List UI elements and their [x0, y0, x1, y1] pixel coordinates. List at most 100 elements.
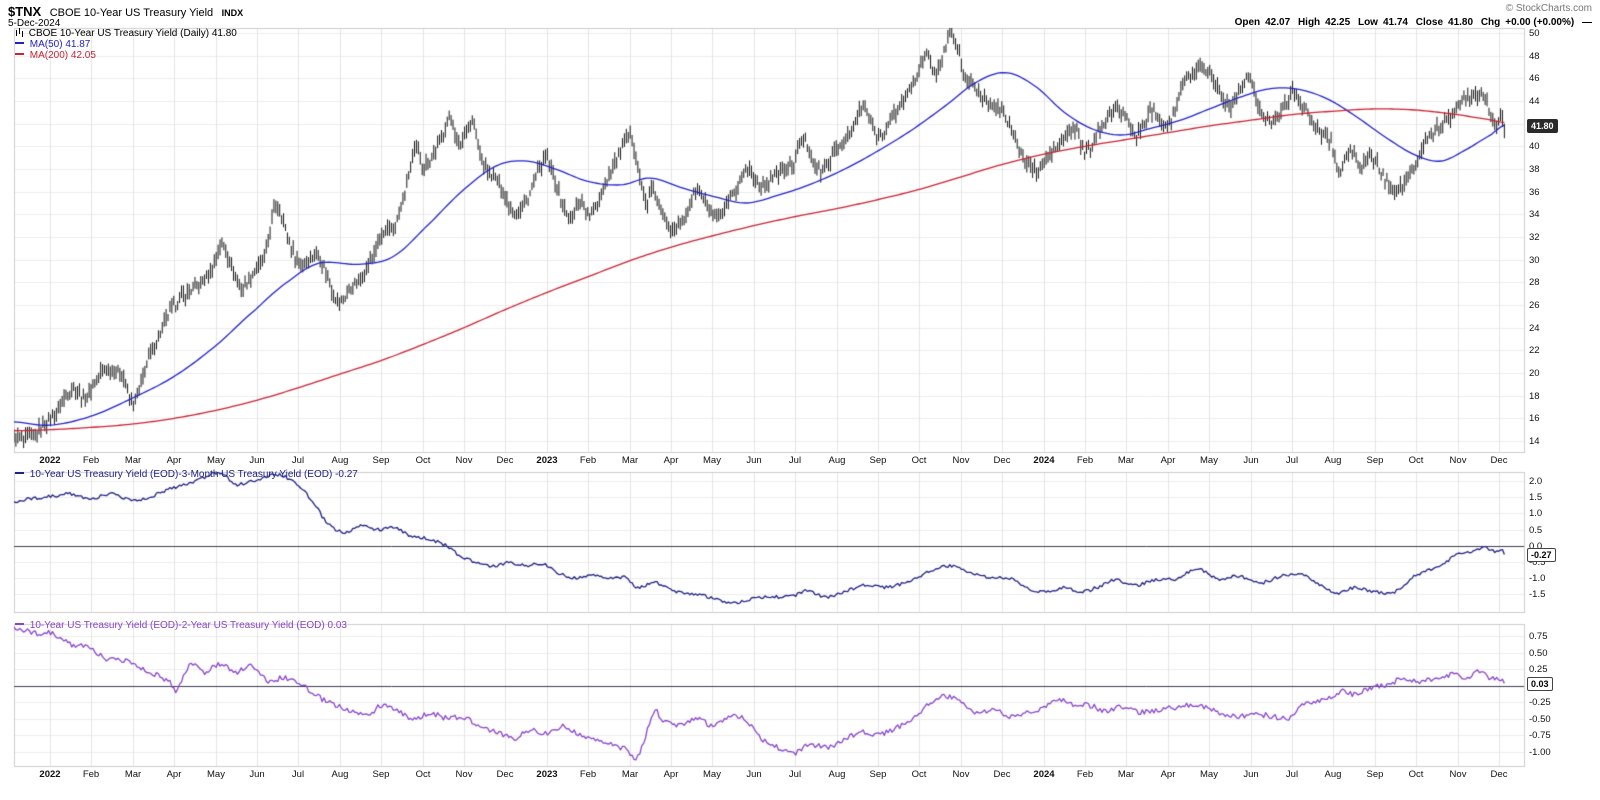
y-tick-label: 32 — [1529, 232, 1540, 243]
spread-10y-2y-line-swatch — [15, 623, 24, 625]
x-tick-label: Dec — [496, 769, 514, 780]
x-tick-label: Jun — [1243, 769, 1259, 780]
x-tick-label: Oct — [1408, 769, 1424, 780]
legend-spread-10y-2y: 10-Year US Treasury Yield (EOD)-2-Year U… — [15, 620, 347, 631]
x-tick-label: May — [207, 769, 225, 780]
y-tick-label: 44 — [1529, 96, 1540, 107]
close-value: 41.80 — [1448, 17, 1474, 28]
x-tick-label: Jul — [788, 455, 802, 466]
y-tick-label: 48 — [1529, 51, 1540, 62]
y-tick-label: 28 — [1529, 277, 1540, 288]
y-tick-label: 1.0 — [1529, 508, 1543, 519]
x-tick-label: Aug — [1324, 455, 1342, 466]
x-tick-label: May — [703, 769, 721, 780]
x-tick-label: Apr — [663, 769, 679, 780]
x-tick-label: Oct — [911, 455, 927, 466]
y-tick-label: 40 — [1529, 141, 1540, 152]
chg-value: +0.00 (+0.00%) — [1505, 17, 1575, 28]
low-label: Low — [1357, 17, 1378, 28]
x-tick-label: Jul — [1285, 455, 1299, 466]
x-tick-label: May — [207, 455, 225, 466]
x-tick-label: Apr — [166, 769, 182, 780]
x-tick-label: Mar — [1117, 769, 1135, 780]
x-tick-label: Feb — [1076, 455, 1094, 466]
y-tick-label: 36 — [1529, 187, 1540, 198]
legend-ma50-label: MA(50) 41.87 — [29, 39, 91, 50]
x-tick-label: Mar — [124, 769, 142, 780]
copyright: © StockCharts.com — [1505, 3, 1592, 14]
spread-10y-3m-value-tag: -0.27 — [1527, 548, 1556, 562]
x-tick-label: Apr — [1160, 769, 1176, 780]
x-tick-label: Oct — [415, 769, 431, 780]
y-tick-label: -0.5 — [1529, 557, 1546, 568]
spread-10y-2y-value-tag: 0.03 — [1527, 677, 1553, 691]
y-tick-label: 2.0 — [1529, 476, 1543, 487]
y-tick-label: 20 — [1529, 368, 1540, 379]
y-tick-label: 38 — [1529, 164, 1540, 175]
x-tick-label: Nov — [1449, 455, 1467, 466]
x-tick-label: Feb — [82, 769, 100, 780]
x-tick-label: May — [703, 455, 721, 466]
legend-ma50: MA(50) 41.87 — [15, 39, 90, 50]
y-tick-label: 0.5 — [1529, 525, 1543, 536]
header: $TNX CBOE 10-Year US Treasury Yield INDX — [8, 3, 243, 21]
spread-10y-3m-line-swatch — [15, 472, 24, 474]
x-tick-label: Aug — [331, 769, 349, 780]
y-tick-label: -0.50 — [1529, 714, 1551, 725]
y-tick-label: 26 — [1529, 300, 1540, 311]
x-tick-label: Jul — [291, 455, 305, 466]
x-tick-label: Sep — [1366, 455, 1384, 466]
legend-spread-10y-2y-label: 10-Year US Treasury Yield (EOD)-2-Year U… — [29, 620, 347, 631]
y-tick-label: 46 — [1529, 73, 1540, 84]
open-label: Open — [1234, 17, 1261, 28]
legend-ma200: MA(200) 42.05 — [15, 50, 96, 61]
x-tick-label: Sep — [869, 455, 887, 466]
symbol: $TNX — [8, 4, 42, 19]
x-tick-label: Dec — [1490, 769, 1508, 780]
price-bars-icon — [15, 27, 24, 40]
x-tick-label: Feb — [579, 455, 597, 466]
x-tick-label: Aug — [331, 455, 349, 466]
x-tick-label: 2023 — [536, 769, 558, 780]
x-tick-label: Sep — [372, 769, 390, 780]
y-tick-label: 30 — [1529, 255, 1540, 266]
y-tick-label: 14 — [1529, 436, 1540, 447]
y-tick-label: 22 — [1529, 345, 1540, 356]
legend-price-label: CBOE 10-Year US Treasury Yield (Daily) 4… — [28, 28, 237, 39]
x-tick-label: Aug — [1324, 769, 1342, 780]
x-tick-label: Aug — [828, 769, 846, 780]
x-tick-label: Jun — [249, 455, 265, 466]
change-direction-dash: — — [1582, 17, 1592, 28]
x-tick-label: 2022 — [39, 455, 61, 466]
x-tick-label: Feb — [1076, 769, 1094, 780]
y-tick-label: 18 — [1529, 391, 1540, 402]
x-tick-label: Sep — [869, 769, 887, 780]
x-tick-label: Dec — [993, 769, 1011, 780]
chg-label: Chg — [1480, 17, 1501, 28]
y-tick-label: -1.00 — [1529, 747, 1551, 758]
x-tick-label: Sep — [372, 455, 390, 466]
y-tick-label: -0.75 — [1529, 730, 1551, 741]
low-value: 41.74 — [1382, 17, 1408, 28]
x-tick-label: 2023 — [536, 455, 558, 466]
x-tick-label: May — [1200, 769, 1218, 780]
x-tick-label: Sep — [1366, 769, 1384, 780]
x-tick-label: Jun — [746, 769, 762, 780]
x-tick-label: Mar — [1117, 455, 1135, 466]
x-tick-label: Feb — [579, 769, 597, 780]
y-tick-label: 0.50 — [1529, 648, 1548, 659]
y-tick-label: 50 — [1529, 28, 1540, 39]
x-tick-label: Apr — [1160, 455, 1176, 466]
x-tick-label: Feb — [82, 455, 100, 466]
legend-price: CBOE 10-Year US Treasury Yield (Daily) 4… — [15, 27, 237, 40]
x-tick-label: Aug — [828, 455, 846, 466]
x-tick-label: Dec — [1490, 455, 1508, 466]
open-value: 42.07 — [1265, 17, 1291, 28]
y-tick-label: 16 — [1529, 413, 1540, 424]
x-tick-label: 2024 — [1033, 455, 1055, 466]
x-tick-label: Oct — [1408, 455, 1424, 466]
y-tick-label: 24 — [1529, 323, 1540, 334]
y-tick-label: 34 — [1529, 209, 1540, 220]
